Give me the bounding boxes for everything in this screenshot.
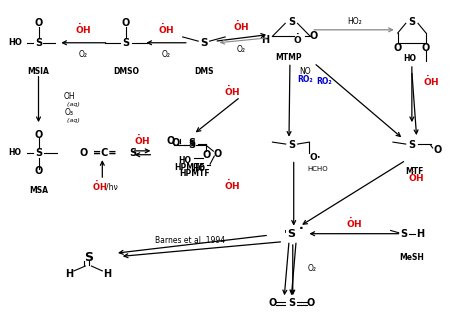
Text: O: O [122,18,130,28]
Text: S: S [35,148,42,158]
Text: HO: HO [403,55,416,63]
Text: S: S [288,298,295,308]
Text: (aq): (aq) [59,102,80,107]
Text: S: S [408,17,415,27]
Text: HO: HO [193,163,206,173]
Text: $\mathdefault{\dot{O}}$H: $\mathdefault{\dot{O}}$H [75,23,91,36]
Text: DMSO: DMSO [113,67,139,76]
Text: $\mathdefault{\dot{O}}$H: $\mathdefault{\dot{O}}$H [409,170,425,184]
Text: HCHO: HCHO [307,166,328,172]
Text: ·: · [299,222,303,235]
Text: O: O [35,18,43,28]
Text: O: O [35,130,43,140]
Text: $\mathdefault{\dot{O}}$H: $\mathdefault{\dot{O}}$H [346,216,363,230]
Text: S: S [189,138,196,148]
Text: S: S [200,38,208,48]
Text: MTMP: MTMP [276,53,302,62]
Text: O: O [268,298,276,308]
Text: S: S [189,140,196,150]
Text: $\mathdefault{\dot{O}}$H: $\mathdefault{\dot{O}}$H [422,75,439,88]
Text: (aq): (aq) [59,118,80,123]
Text: O: O [393,43,402,53]
Text: S: S [83,252,92,265]
Text: HO: HO [8,38,22,47]
Text: $\mathdefault{\dot{O}}$H: $\mathdefault{\dot{O}}$H [92,180,108,193]
Text: S: S [122,38,129,48]
Text: HO: HO [9,148,21,157]
Text: HPMTF: HPMTF [174,163,205,172]
Text: O₂: O₂ [236,45,245,54]
Text: HO₂: HO₂ [347,17,362,26]
Text: S: S [288,17,295,27]
Text: NO: NO [300,67,311,76]
Text: S: S [129,148,137,158]
Text: S: S [35,38,42,48]
Text: RO₂: RO₂ [317,77,332,86]
Text: RO₂: RO₂ [298,75,313,84]
Text: DMS: DMS [194,67,214,76]
Text: O: O [310,31,318,41]
Text: $\mathdefault{\dot{O}}$: $\mathdefault{\dot{O}}$ [293,33,302,46]
Text: HPMTF: HPMTF [179,169,210,178]
Text: O: O [202,150,210,160]
Text: MSIA: MSIA [27,67,49,76]
Text: O: O [35,166,43,176]
Text: H: H [261,34,269,45]
Text: O: O [79,148,88,158]
Text: O$\mathdefault{\cdot}$: O$\mathdefault{\cdot}$ [309,150,321,162]
Text: $\mathdefault{\dot{O}}$H: $\mathdefault{\dot{O}}$H [224,178,240,192]
Text: O: O [172,138,180,148]
Text: S: S [287,229,295,239]
Text: $\mathdefault{\dot{O}}$H: $\mathdefault{\dot{O}}$H [233,20,249,33]
Text: H: H [65,269,73,279]
Text: OH: OH [64,92,75,101]
Text: O₂: O₂ [162,50,171,58]
Text: O: O [306,298,314,308]
Text: HO: HO [179,156,191,165]
Text: O: O [214,150,222,159]
Text: MTF: MTF [405,167,423,176]
Text: O₂: O₂ [308,264,317,273]
Text: H: H [103,269,111,279]
Text: O: O [434,145,442,155]
Text: Barnes et al. 1994: Barnes et al. 1994 [155,236,225,245]
Text: $\mathdefault{\dot{O}}$H: $\mathdefault{\dot{O}}$H [134,134,151,147]
Text: MeSH: MeSH [400,254,424,263]
Text: MSA: MSA [29,186,48,194]
Text: $\mathdefault{\dot{O}}$H: $\mathdefault{\dot{O}}$H [158,23,174,36]
Text: =C=: =C= [93,148,117,158]
Text: /hν: /hν [106,183,118,192]
Text: $\mathdefault{\dot{O}}$H: $\mathdefault{\dot{O}}$H [224,85,240,98]
Text: H: H [416,229,424,239]
Text: O₃: O₃ [65,108,74,117]
Text: S: S [408,140,415,150]
Text: S: S [400,229,407,239]
Text: O: O [167,136,175,147]
Text: S: S [288,140,295,150]
Text: O: O [422,43,430,53]
Text: O₂: O₂ [79,50,88,58]
Text: ': ' [284,229,287,239]
